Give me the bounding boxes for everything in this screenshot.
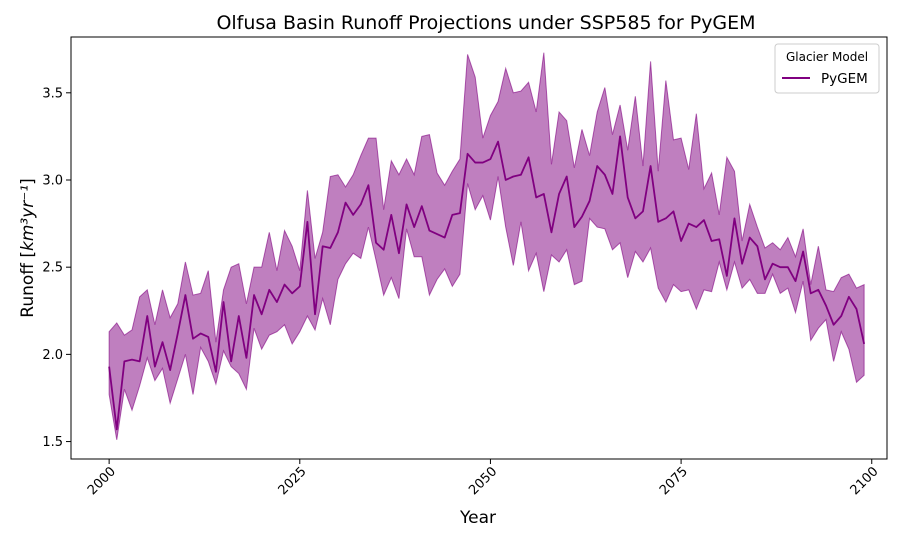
legend: Glacier Model PyGEM [774,43,880,94]
y-tick-label: 3.0 [42,173,63,188]
y-tick-label: 3.5 [42,86,63,101]
y-tick-label: 2.5 [42,261,63,276]
x-tick-label: 2100 [848,464,882,498]
uncertainty-band [108,52,865,440]
y-axis: 1.5 2.0 2.5 3.0 3.5 [42,86,71,450]
legend-title: Glacier Model [786,50,868,64]
x-tick-label: 2050 [466,464,500,498]
legend-box [774,43,880,94]
x-axis-label: Year [459,508,496,528]
chart-title: Olfusa Basin Runoff Projections under SS… [216,12,755,34]
y-axis-label: Runoff [km³yr⁻¹] [18,178,38,317]
y-tick-label: 2.0 [42,348,63,363]
x-tick-label: 2000 [85,464,119,498]
plot-area [108,52,865,440]
plot-frame [70,36,888,460]
x-axis: 2000 2025 2050 2075 2100 [85,459,882,498]
x-tick-label: 2025 [276,464,310,498]
x-tick-label: 2075 [657,464,691,498]
y-tick-label: 1.5 [42,435,63,450]
legend-label-pygem: PyGEM [821,71,868,87]
series-line-pygem [108,135,865,431]
